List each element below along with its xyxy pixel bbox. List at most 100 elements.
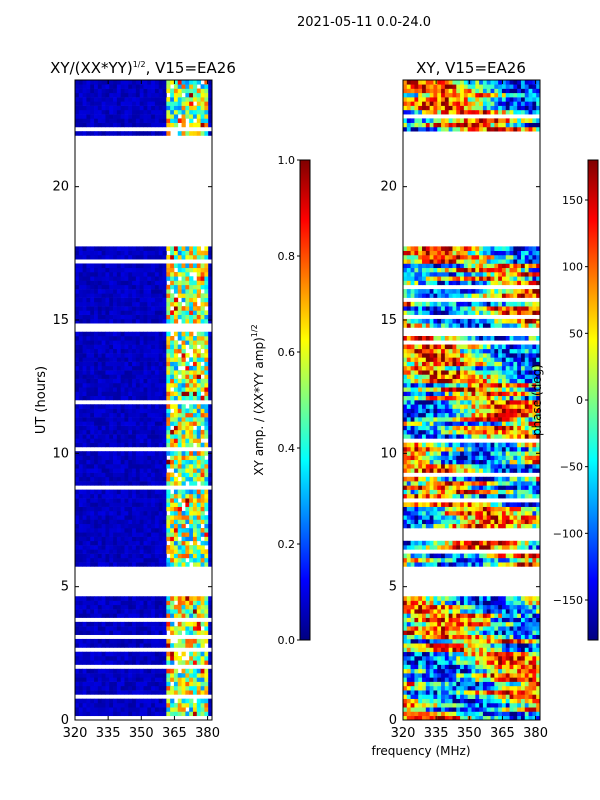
heatmap-cell [116,105,122,111]
heatmap-cell [113,404,118,409]
heatmap-cell [437,638,442,644]
heatmap-cell [78,604,84,610]
heatmap-cell [101,293,106,298]
heatmap-cell [97,421,103,426]
heatmap-cell [494,553,499,559]
heatmap-cell [170,297,175,303]
heatmap-cell [177,105,182,111]
heatmap-cell [143,118,148,123]
heatmap-cell [113,651,118,657]
heatmap-cell [75,344,80,350]
colorbar-tick-label: 1.0 [278,154,296,167]
heatmap-cell [204,267,209,273]
heatmap-cell [116,434,122,439]
heatmap-cell [185,272,190,277]
heatmap-cell [177,707,182,712]
heatmap-cell [467,540,472,546]
heatmap-cell [154,434,160,439]
heatmap-cell [528,643,533,648]
heatmap-cell [158,365,163,371]
heatmap-cell [524,630,529,635]
heatmap-cell [75,348,80,354]
heatmap-cell [200,276,205,281]
heatmap-cell [166,451,171,456]
heatmap-cell [147,557,152,563]
heatmap-cell [467,711,472,717]
heatmap-cell [86,540,91,546]
heatmap-cell [109,702,114,708]
heatmap-cell [429,664,434,670]
heatmap-cell [528,668,533,674]
heatmap-cell [113,685,118,691]
heatmap-cell [94,387,99,392]
heatmap-cell [86,510,91,516]
heatmap-cell [509,519,514,525]
heatmap-cell [132,455,137,461]
heatmap-cell [181,455,186,461]
heatmap-cell [147,417,152,422]
heatmap-cell [162,293,167,298]
heatmap-cell [158,254,163,260]
heatmap-cell [124,421,129,426]
heatmap-cell [475,668,480,674]
heatmap-cell [475,545,480,550]
heatmap-cell [479,660,484,665]
heatmap-cell [501,711,507,717]
heatmap-cell [124,562,129,567]
heatmap-cell [113,92,118,98]
heatmap-cell [139,131,144,136]
heatmap-cell [109,263,114,269]
heatmap-cell [109,553,114,559]
heatmap-cell [132,348,137,354]
heatmap-cell [78,468,84,473]
heatmap-cell [200,122,205,128]
heatmap-cell [422,519,427,525]
heatmap-cell [410,626,415,631]
heatmap-cell [94,429,99,435]
heatmap-cell [177,378,182,384]
heatmap-cell [97,600,103,606]
heatmap-cell [463,656,469,661]
heatmap-cell [406,690,412,695]
heatmap-cell [181,370,186,375]
heatmap-cell [124,408,129,414]
heatmap-cell [151,114,156,119]
heatmap-cell [86,280,91,286]
heatmap-cell [208,357,213,362]
heatmap-cell [109,515,114,520]
heatmap-cell [113,365,118,371]
heatmap-cell [158,131,163,136]
heatmap-cell [208,284,213,290]
heatmap-cell [113,118,118,123]
heatmap-cell [185,698,190,704]
heatmap-cell [120,122,125,128]
heatmap-cell [97,472,103,478]
heatmap-cell [113,88,118,94]
heatmap-cell [158,532,163,537]
heatmap-cell [154,711,160,717]
heatmap-cell [132,690,137,695]
heatmap-cell [147,656,152,661]
heatmap-cell [528,634,533,640]
heatmap-cell [200,464,205,469]
heatmap-cell [418,519,423,525]
heatmap-cell [170,651,175,657]
heatmap-cell [448,553,453,559]
heatmap-cell [97,250,103,256]
heatmap-cell [524,694,529,699]
heatmap-cell [475,664,480,670]
heatmap-cell [494,694,499,699]
heatmap-cell [479,651,484,657]
heatmap-cell [101,673,106,678]
heatmap-cell [109,92,114,98]
heatmap-cell [185,280,190,286]
heatmap-cell [196,677,201,682]
heatmap-cell [192,523,198,529]
heatmap-cell [101,562,106,567]
heatmap-cell [86,284,91,290]
heatmap-cell [185,267,190,273]
heatmap-cell [501,545,507,550]
heatmap-cell [147,404,152,409]
heatmap-cell [158,246,163,251]
heatmap-cell [90,361,95,367]
